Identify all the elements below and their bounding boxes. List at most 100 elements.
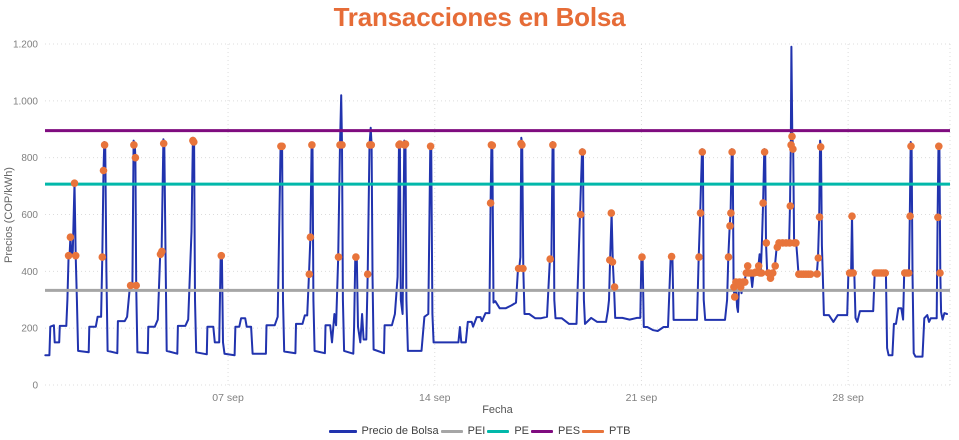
ptb-dot	[934, 213, 942, 222]
ptb-dot	[607, 209, 616, 217]
ptb-dot	[159, 139, 168, 148]
ptb-dot	[848, 212, 856, 220]
legend-swatch-icon	[487, 429, 510, 433]
ptb-dot	[426, 142, 435, 151]
ptb-dot	[338, 141, 346, 149]
ptb-dot	[334, 253, 343, 261]
x-tick-label: 07 sep	[212, 392, 244, 404]
gridlines: 0 200 400 600 800 1.000 1.200 07 sep 14 sep 21 se…	[13, 40, 951, 404]
legend-item-pei[interactable]: PEI	[440, 425, 486, 437]
ptb-dot	[352, 253, 360, 261]
ptb-dot	[792, 239, 800, 247]
ptb-dot	[727, 209, 735, 217]
ptb-dot	[936, 269, 944, 277]
ptb-dot	[64, 251, 73, 260]
ptb-dot	[131, 153, 140, 162]
ptb-dot	[130, 141, 138, 149]
ptb-dot	[71, 251, 80, 260]
legend-label: PE	[514, 425, 530, 437]
ptb-dot	[760, 148, 769, 156]
ptb-dot	[132, 281, 140, 290]
ptb-dot	[549, 141, 557, 149]
legend-swatch-icon	[531, 429, 554, 433]
ptb-dot	[278, 142, 286, 151]
y-tick-label: 0	[32, 381, 38, 392]
x-tick-label: 28 sep	[832, 392, 864, 404]
ptb-dot	[610, 283, 619, 291]
ptb-dot	[306, 233, 315, 241]
ptb-dot	[904, 269, 913, 277]
y-tick-label: 1.000	[13, 96, 38, 107]
ptb-dot	[126, 281, 135, 290]
legend-item-precio-de-bolsa[interactable]: Precio de Bolsa	[328, 425, 439, 437]
y-tick-label: 200	[21, 324, 38, 335]
ptb-dot	[788, 132, 796, 141]
ptb-dot	[217, 251, 226, 260]
ptb-dot	[757, 269, 766, 277]
ptb-dot	[70, 179, 79, 187]
ptb-dot	[695, 253, 703, 261]
ptb-dot	[789, 145, 797, 153]
ptb-dot	[367, 141, 376, 149]
legend-label: PTB	[609, 425, 631, 437]
ptb-dot	[696, 209, 705, 217]
legend-swatch-icon	[582, 429, 605, 433]
legend-label: PES	[558, 425, 581, 437]
ptb-dot	[771, 262, 779, 270]
ptb-dot	[906, 212, 914, 220]
y-tick-label: 600	[21, 210, 38, 221]
ptb-dot	[401, 140, 410, 148]
legend-item-ptb[interactable]: PTB	[582, 425, 630, 437]
legend-swatch-icon	[440, 429, 463, 433]
ptb-dot	[816, 143, 825, 151]
ptb-dot	[754, 262, 763, 270]
price-line-series	[44, 45, 948, 358]
ptb-dot	[576, 210, 585, 219]
ptb-dot	[726, 222, 734, 230]
ptb-dot	[786, 202, 795, 210]
legend-item-pe[interactable]: PE	[487, 425, 529, 437]
x-tick-label: 14 sep	[419, 392, 451, 404]
y-tick-label: 400	[21, 267, 38, 278]
ptb-dot	[743, 262, 752, 270]
ptb-dot	[849, 269, 857, 277]
ptb-dot	[190, 138, 198, 146]
ptb-dot	[762, 239, 771, 247]
legend-swatch-icon	[328, 429, 357, 433]
ptb-dot	[66, 233, 75, 241]
ptb-dot	[667, 252, 676, 261]
legend-label: PEI	[467, 425, 486, 437]
ptb-dot	[881, 269, 890, 277]
ptb-dot	[730, 293, 739, 301]
x-tick-label: 21 sep	[626, 392, 658, 404]
ptb-dot	[759, 199, 767, 207]
ptb-dot	[698, 148, 707, 156]
x-axis-title: Fecha	[482, 404, 513, 416]
ptb-dot	[99, 166, 108, 175]
ptb-dot	[100, 141, 109, 149]
y-axis-title: Precios (COP/kWh)	[3, 167, 15, 263]
ptb-dot	[769, 269, 777, 277]
chart-legend: Precio de Bolsa PEI PE PES PTB	[0, 425, 959, 437]
ptb-dot	[907, 142, 915, 151]
ptb-dot	[578, 148, 587, 156]
ptb-dot	[608, 258, 617, 266]
y-tick-label: 1.200	[13, 40, 38, 51]
ptb-dot	[98, 253, 107, 261]
ptb-dot	[363, 270, 372, 279]
legend-item-pes[interactable]: PES	[531, 425, 580, 437]
ptb-dot	[814, 254, 823, 262]
ptb-dot	[305, 270, 314, 279]
ptb-dot	[638, 253, 646, 261]
ptb-dot	[546, 255, 554, 263]
ptb-dot	[158, 247, 166, 256]
chart-title: Transacciones en Bolsa	[333, 2, 626, 32]
ptb-dot	[308, 141, 316, 149]
ptb-dot	[519, 264, 527, 273]
legend-label: Precio de Bolsa	[361, 425, 439, 437]
ptb-dot	[806, 270, 815, 279]
ptb-dot	[935, 142, 943, 151]
ptb-dot	[724, 253, 733, 261]
